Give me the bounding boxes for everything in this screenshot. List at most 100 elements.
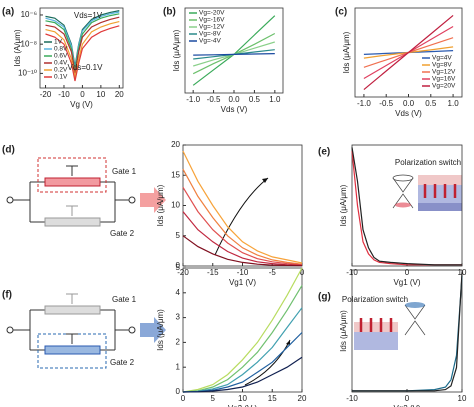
trend-arrow [286, 340, 290, 345]
x-tick-label: -0.5 [207, 95, 221, 104]
x-tick-label: 0 [405, 268, 410, 277]
panel-label: (b) [163, 7, 176, 18]
gate-label: Gate 2 [110, 358, 135, 367]
x-tick-label: 0 [181, 394, 186, 403]
series-line [182, 332, 303, 393]
y-tick-label: 20 [171, 140, 180, 149]
legend-label: 0.8V [54, 46, 68, 53]
panel-label: (e) [318, 147, 330, 158]
series-line [352, 272, 463, 392]
arrow [140, 317, 166, 343]
x-tick-label: -10 [58, 90, 70, 99]
x-tick-label: -10 [237, 268, 249, 277]
x-tick-label: 0 [405, 394, 410, 403]
x-tick-label: -10 [346, 394, 358, 403]
x-tick-label: 10 [458, 394, 467, 403]
plot-frame [39, 7, 124, 89]
legend-label: Vg=-4V [199, 38, 222, 45]
legend-label: 0.6V [54, 53, 68, 60]
y-axis-label: Ids (μA/μm) [172, 29, 181, 71]
series-line [193, 53, 275, 56]
x-tick-label: 10 [96, 90, 105, 99]
gate-label: Gate 2 [110, 229, 135, 238]
annotation: Polarization switch [395, 158, 461, 167]
x-tick-label: -20 [40, 90, 52, 99]
inset-e [392, 174, 462, 211]
series-line [363, 14, 454, 91]
x-axis-label: Vg (V) [70, 100, 93, 109]
x-tick-label: 1.0 [448, 99, 460, 108]
x-tick-label: -15 [207, 268, 219, 277]
x-tick-label: 10 [238, 394, 247, 403]
y-tick-label: 5 [176, 231, 181, 240]
series-line [45, 25, 120, 82]
series-line [45, 16, 120, 74]
trend-arrow [262, 178, 268, 183]
y-tick-label: 3 [176, 313, 181, 322]
x-tick-label: 1.0 [269, 95, 281, 104]
series-line [45, 13, 120, 71]
series-line [182, 211, 303, 266]
y-tick-label: 0 [176, 261, 181, 270]
x-tick-label: 20 [298, 394, 307, 403]
y-tick-label: 10⁻⁸ [21, 39, 38, 48]
arrow [140, 187, 166, 213]
y-axis-label: Ids (μA/μm) [156, 309, 165, 351]
series-line [45, 21, 120, 78]
annotation: Vds=1V [74, 11, 103, 20]
gate-label: Gate 1 [112, 295, 137, 304]
x-tick-label: 5 [211, 394, 216, 403]
legend-label: 1V [54, 39, 63, 46]
x-tick-label: -0.5 [379, 99, 393, 108]
series-line [182, 150, 303, 264]
y-axis-label: Ids (μA/μm) [342, 31, 351, 73]
series-line [182, 168, 303, 265]
x-axis-label: Vg2 (V) [393, 404, 420, 407]
panel-label: (f) [2, 290, 12, 301]
series-line [45, 11, 120, 70]
annotation: Polarization switch [342, 295, 408, 304]
legend-label: Vg=20V [432, 83, 456, 90]
x-axis-label: Vg1 (V) [229, 278, 256, 287]
x-tick-label: -1.0 [186, 95, 200, 104]
series-line [351, 147, 462, 266]
x-axis-label: Vds (V) [395, 109, 422, 118]
y-axis-label: Ids (μA/μm) [339, 310, 348, 352]
annotation: Vds=0.1V [68, 63, 104, 72]
gate-label: Gate 1 [112, 167, 137, 176]
legend-label: Vg=-8V [199, 31, 222, 38]
circuit-d [6, 157, 136, 227]
y-axis-label: Ids (μA/μm) [156, 184, 165, 226]
y-tick-label: 10⁻⁶ [21, 10, 37, 19]
x-tick-label: 0.5 [249, 95, 261, 104]
y-tick-label: 4 [176, 288, 181, 297]
legend-label: Vg=-20V [199, 10, 225, 17]
panel-label: (g) [318, 292, 331, 303]
legend-label: Vg=12V [432, 69, 456, 76]
legend-label: 0.2V [54, 67, 68, 74]
panel-label: (a) [2, 7, 14, 18]
circuit-f [6, 293, 136, 369]
trend-arrow [244, 339, 291, 386]
legend-label: Vg=-16V [199, 17, 225, 24]
series-line [182, 186, 303, 266]
y-tick-label: 15 [171, 170, 180, 179]
legend-label: 0.4V [54, 60, 68, 67]
x-axis-label: Vds (V) [221, 105, 248, 114]
inset-g [354, 302, 426, 350]
x-tick-label: 0.5 [425, 99, 437, 108]
legend-label: Vg=8V [432, 62, 452, 69]
x-tick-label: 0 [80, 90, 85, 99]
series-line [182, 356, 303, 393]
y-axis-label: Ids (μA/μm) [339, 184, 348, 226]
legend-label: 0.1V [54, 74, 68, 81]
x-tick-label: 15 [268, 394, 277, 403]
series-line [182, 285, 303, 393]
y-axis-label: Ids (A/μm) [13, 29, 22, 66]
x-tick-label: 0.0 [403, 99, 415, 108]
x-tick-label: 0.0 [228, 95, 240, 104]
legend-label: Vg=4V [432, 55, 452, 62]
y-tick-label: 1 [176, 362, 181, 371]
legend-label: Vg=16V [432, 76, 456, 83]
